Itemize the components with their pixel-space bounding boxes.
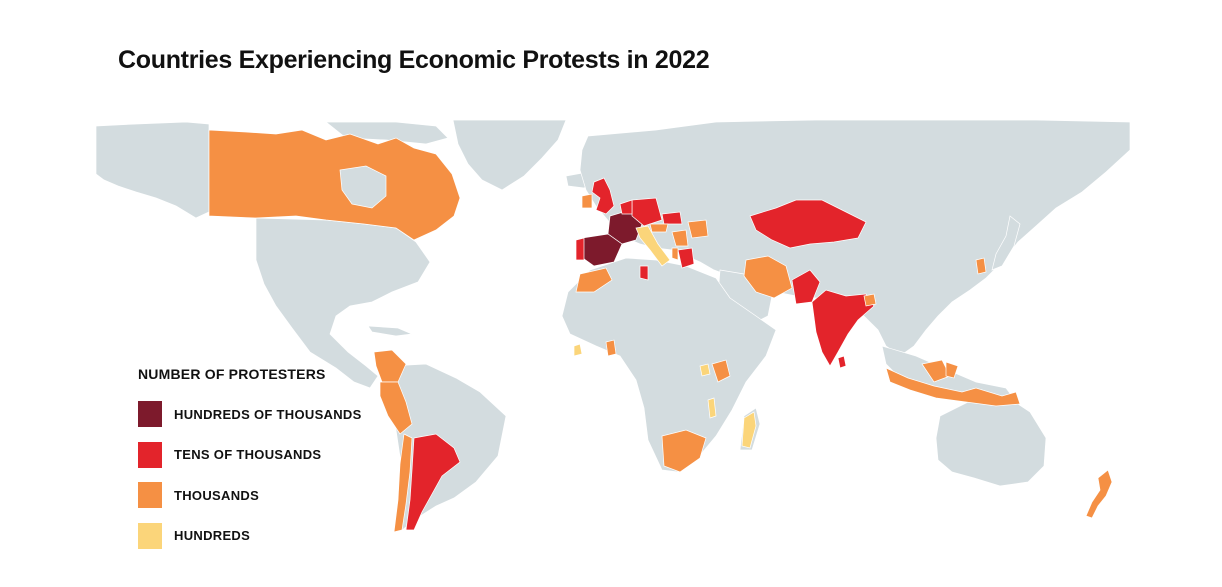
legend-item-tens-of-thousands: TENS OF THOUSANDS [138,441,362,469]
country-portugal [575,237,585,261]
country-madagascar [741,411,757,449]
country-kenya [711,359,731,383]
country-morocco [575,267,613,293]
map-title: Countries Experiencing Economic Protests… [118,46,710,74]
country-iran [743,255,793,299]
country-uganda [699,363,711,377]
country-czechia [661,211,683,225]
country-benelux [619,199,633,215]
legend-title: NUMBER OF PROTESTERS [138,366,326,382]
country-serbia [671,229,689,247]
legend-label: TENS OF THOUSANDS [174,447,322,462]
country-ireland [581,193,593,209]
country-italy [635,225,671,267]
country-austria [649,223,669,233]
legend-item-hundreds-of-thousands: HUNDREDS OF THOUSANDS [138,400,362,428]
country-argentina [405,433,461,531]
legend-item-hundreds: HUNDREDS [138,522,362,550]
country-south-africa [661,429,707,473]
country-greece [677,247,695,269]
country-pakistan [791,269,821,305]
country-romania [687,219,709,239]
swatch-thousands [138,482,162,508]
swatch-hundreds [138,522,162,549]
swatch-tens-of-thousands [138,441,162,468]
country-malawi [707,397,717,419]
land-alaska [96,121,210,219]
legend: NUMBER OF PROTESTERS HUNDREDS OF THOUSAN… [138,366,362,562]
land-greenland [452,120,567,191]
country-india [811,289,875,367]
country-uk [591,177,615,215]
country-indonesia [885,367,1021,407]
legend-label: THOUSANDS [174,487,260,503]
land-africa [561,257,777,473]
land-cuba [367,325,414,337]
country-kazakhstan [749,199,867,249]
country-ghana [605,339,617,357]
country-ivory-coast [573,343,583,357]
hudson-bay [339,165,387,209]
legend-label: HUNDREDS [174,528,251,543]
country-albania [671,247,679,261]
land-usa [255,217,431,389]
country-tunisia [639,265,649,281]
country-srilanka [837,355,847,369]
country-new-zealand [1085,469,1113,519]
world-map [96,120,1131,533]
country-bangladesh [863,293,877,307]
country-philippines [945,361,959,379]
land-australia [935,395,1047,487]
legend-label: HUNDREDS OF THOUSANDS [174,406,362,422]
country-chile [393,433,413,533]
land-japan [991,215,1021,271]
country-south-korea [975,257,987,275]
protest-countries [208,129,1113,533]
legend-item-thousands: THOUSANDS [138,481,362,509]
country-canada [208,129,461,241]
swatch-hundreds-of-thousands [138,401,162,427]
country-ecuador-peru [379,381,413,435]
